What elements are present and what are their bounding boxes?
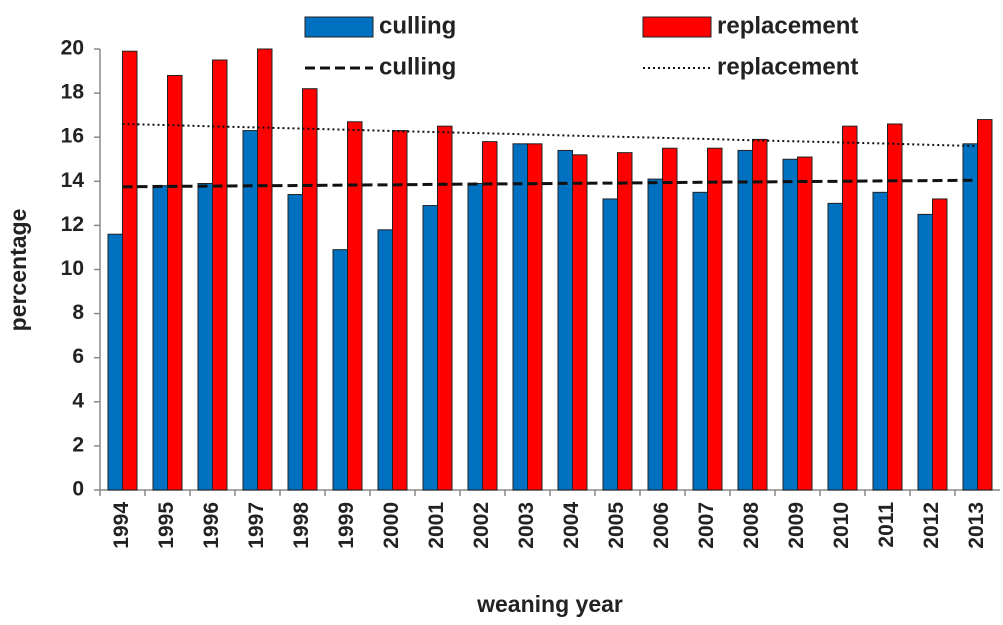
y-tick-label: 16	[61, 125, 84, 148]
x-tick-label: 2009	[785, 502, 808, 549]
bar	[977, 119, 993, 491]
y-tick-label: 2	[72, 433, 84, 456]
x-tick-label: 2012	[920, 502, 943, 549]
y-tick-label: 8	[72, 301, 84, 324]
bar	[257, 48, 273, 491]
x-tick-label: 1995	[155, 502, 178, 549]
x-tick-label: 2003	[515, 502, 538, 549]
bar	[737, 149, 753, 491]
x-tick-label: 1996	[200, 502, 223, 549]
legend-label: replacement	[717, 12, 858, 39]
bar	[302, 88, 318, 491]
y-tick-label: 4	[72, 389, 84, 412]
bar	[527, 143, 543, 491]
x-tick-label: 2004	[560, 502, 583, 549]
y-axis-title: percentage	[5, 209, 31, 332]
bar	[197, 183, 213, 491]
bar	[122, 50, 138, 491]
legend-label: replacement	[717, 53, 858, 80]
bar	[212, 59, 228, 491]
x-tick-label: 2002	[470, 502, 493, 549]
bar	[842, 125, 858, 491]
bar	[707, 147, 723, 491]
bar	[872, 191, 888, 491]
legend-swatch	[642, 16, 712, 38]
bar	[332, 249, 348, 491]
bar	[572, 154, 588, 491]
y-tick-label: 0	[72, 478, 84, 501]
y-tick-label: 10	[61, 257, 84, 280]
bar	[107, 233, 123, 491]
x-tick-label: 1998	[290, 502, 313, 549]
x-tick-label: 2005	[605, 502, 628, 549]
bar	[692, 191, 708, 491]
x-tick-label: 1994	[110, 502, 133, 549]
x-tick-label: 2013	[965, 502, 988, 549]
trend-line	[122, 178, 978, 189]
x-tick-label: 2008	[740, 502, 763, 549]
bar	[782, 158, 798, 491]
bar	[887, 123, 903, 491]
bar	[422, 205, 438, 491]
bar	[827, 202, 843, 491]
bar	[347, 121, 363, 491]
y-tick-label: 6	[72, 345, 84, 368]
x-tick-label: 2011	[875, 502, 898, 548]
bar	[617, 152, 633, 491]
bar	[962, 143, 978, 491]
bar	[797, 156, 813, 491]
bar	[557, 149, 573, 491]
y-tick-label: 18	[61, 81, 85, 104]
bar	[152, 185, 168, 491]
legend-label: culling	[379, 12, 456, 39]
x-tick-label: 2006	[650, 502, 673, 549]
y-tick-label: 14	[61, 169, 85, 192]
y-tick-label: 12	[61, 213, 84, 236]
bar	[392, 130, 408, 491]
bar	[167, 74, 183, 491]
bar	[482, 141, 498, 491]
legend-swatch	[304, 16, 374, 38]
bar	[917, 213, 933, 491]
bar	[287, 194, 303, 491]
bar	[437, 125, 453, 491]
x-tick-label: 1999	[335, 502, 358, 549]
x-tick-label: 2007	[695, 502, 718, 549]
bar	[512, 143, 528, 491]
bar	[932, 198, 948, 491]
x-tick-label: 1997	[245, 502, 268, 549]
y-tick-label: 20	[61, 37, 84, 60]
x-axis-title: weaning year	[476, 591, 623, 617]
bar	[377, 229, 393, 491]
bar	[647, 178, 663, 491]
x-tick-label: 2010	[830, 502, 853, 549]
bar	[662, 147, 678, 491]
legend-label: culling	[379, 53, 456, 80]
bar	[467, 183, 483, 491]
x-tick-label: 2001	[425, 502, 448, 549]
x-tick-label: 2000	[380, 502, 403, 549]
bar	[752, 138, 768, 491]
bar	[602, 198, 618, 491]
